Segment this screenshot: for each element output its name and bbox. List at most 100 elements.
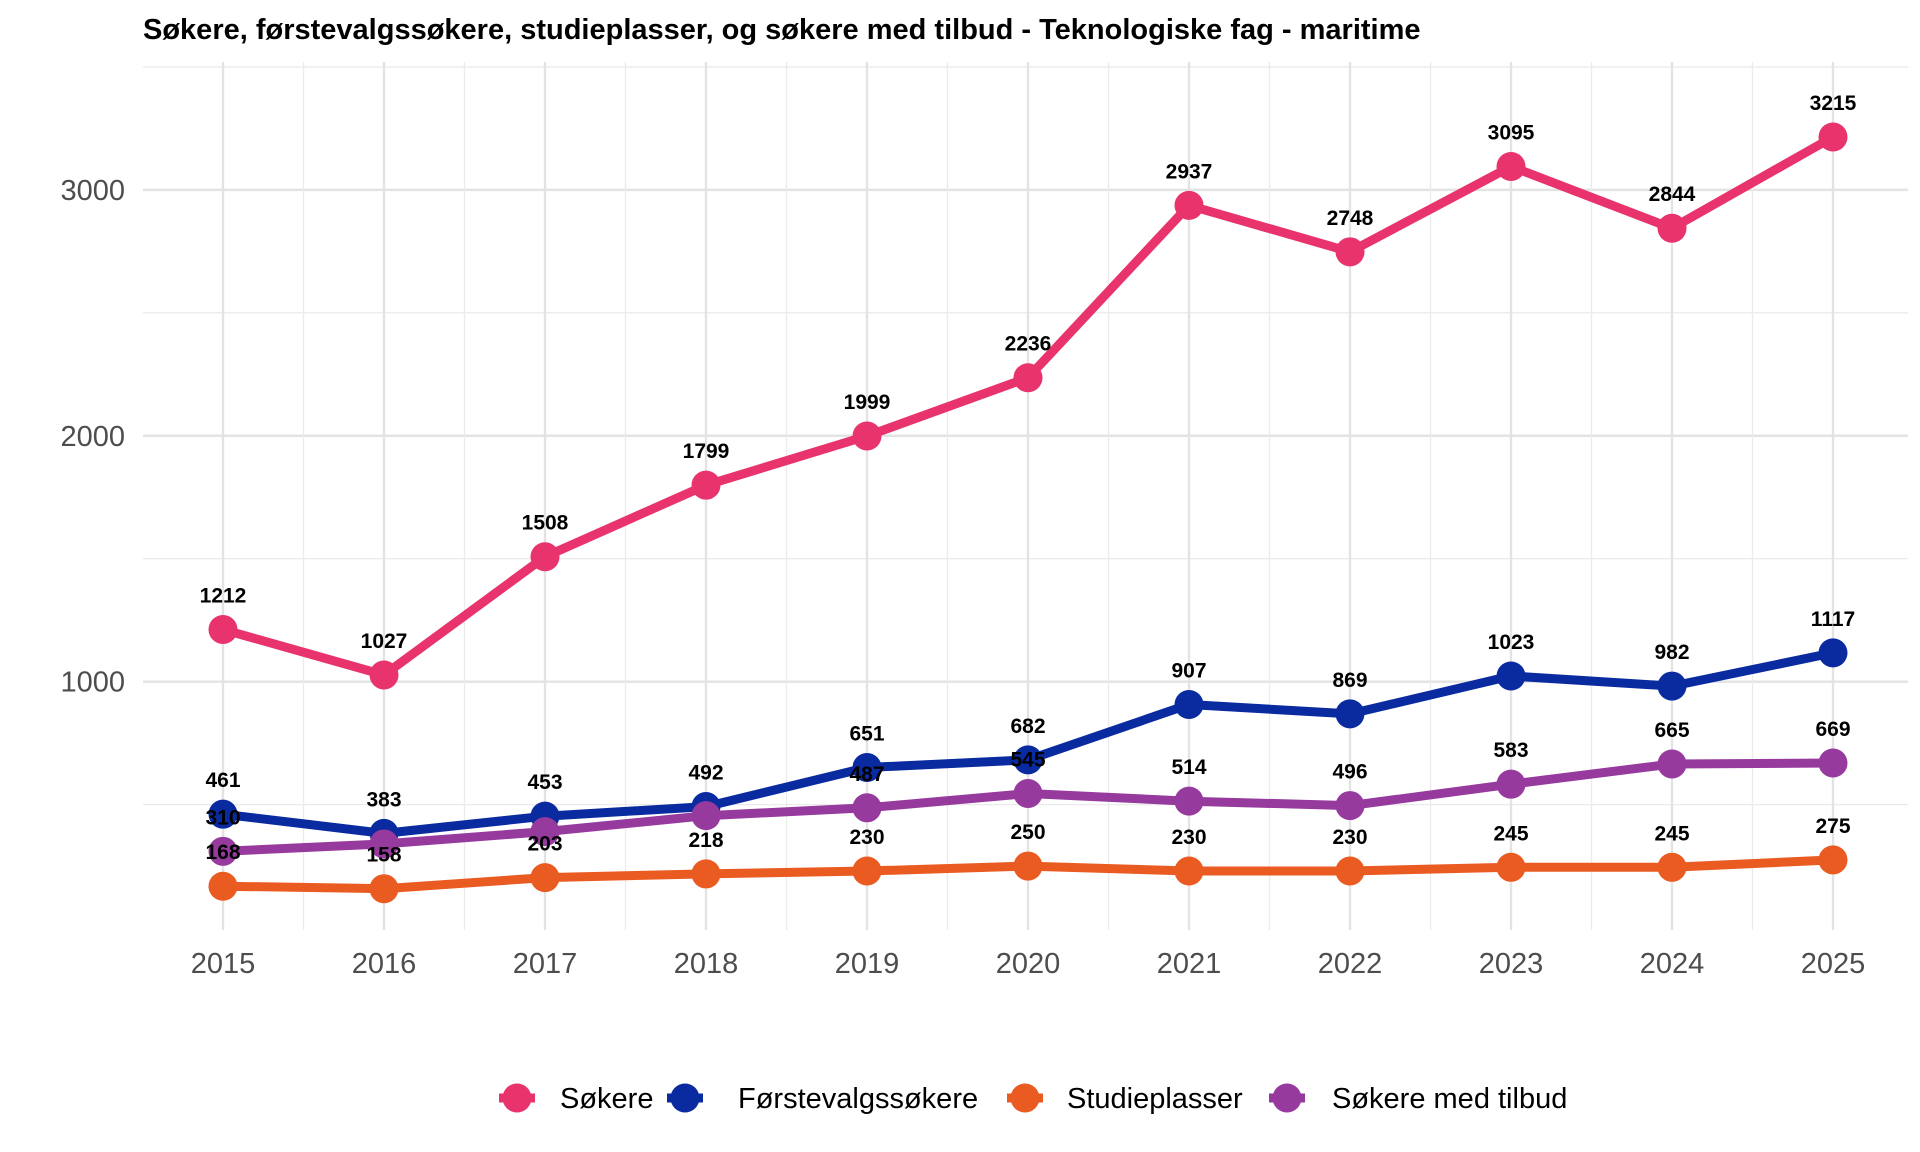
legend-swatch-point	[670, 1083, 700, 1113]
data-point	[1818, 845, 1848, 875]
x-tick-label: 2019	[835, 948, 900, 980]
data-label: 230	[849, 826, 884, 849]
data-point	[1335, 699, 1365, 729]
data-point	[530, 817, 560, 847]
chart-title: Søkere, førstevalgssøkere, studieplasser…	[143, 14, 1421, 46]
data-point	[1013, 745, 1043, 775]
y-tick-label: 2000	[60, 421, 125, 453]
x-tick-label: 2016	[352, 948, 417, 980]
data-label: 3095	[1488, 122, 1535, 145]
data-point	[1013, 851, 1043, 881]
data-label: 245	[1493, 822, 1528, 845]
data-label: 514	[1171, 756, 1206, 779]
data-point	[852, 793, 882, 823]
x-tick-label: 2021	[1157, 948, 1222, 980]
data-point	[1657, 671, 1687, 701]
x-tick-label: 2018	[674, 948, 739, 980]
data-label: 230	[1171, 826, 1206, 849]
data-point	[530, 863, 560, 893]
data-label: 487	[849, 763, 884, 786]
data-label: 907	[1171, 660, 1206, 683]
data-label: 203	[527, 833, 562, 856]
data-point	[1496, 769, 1526, 799]
data-label: 651	[849, 722, 884, 745]
data-label: 665	[1654, 719, 1689, 742]
data-point	[1818, 122, 1848, 152]
data-point	[1174, 690, 1204, 720]
data-label: 250	[1010, 821, 1045, 844]
legend-swatch-point	[1272, 1083, 1302, 1113]
data-point	[1335, 237, 1365, 267]
legend-label: Studieplasser	[1067, 1083, 1243, 1115]
data-label: 496	[1332, 761, 1367, 784]
data-point	[1657, 852, 1687, 882]
data-point	[1335, 856, 1365, 886]
data-label: 2748	[1327, 207, 1374, 230]
data-label: 168	[205, 841, 240, 864]
data-point	[208, 799, 238, 829]
data-label: 1999	[844, 391, 891, 414]
x-tick-label: 2022	[1318, 948, 1383, 980]
data-point	[208, 615, 238, 645]
data-point	[1496, 852, 1526, 882]
data-label: 383	[366, 788, 401, 811]
data-point	[691, 470, 721, 500]
legend-item[interactable]: Førstevalgssøkere	[667, 1083, 978, 1115]
data-point	[369, 660, 399, 690]
data-label: 982	[1654, 641, 1689, 664]
data-point	[1818, 748, 1848, 778]
legend-label: Førstevalgssøkere	[738, 1083, 978, 1115]
x-tick-label: 2023	[1479, 948, 1544, 980]
data-label: 2937	[1166, 160, 1213, 183]
data-label: 1023	[1488, 631, 1535, 654]
data-label: 682	[1010, 715, 1045, 738]
data-label: 869	[1332, 669, 1367, 692]
data-point	[1657, 749, 1687, 779]
data-point	[208, 871, 238, 901]
data-point	[369, 874, 399, 904]
legend-label: Søkere	[560, 1083, 653, 1115]
data-point	[208, 836, 238, 866]
data-label: 1117	[1811, 608, 1855, 631]
y-tick-label: 1000	[60, 667, 125, 699]
data-point	[1174, 856, 1204, 886]
data-label: 275	[1815, 815, 1850, 838]
legend: Søkere Førstevalgssøkere Studieplasser Søke…	[499, 1083, 1567, 1115]
legend-item[interactable]: Søkere	[499, 1083, 653, 1115]
data-point	[691, 859, 721, 889]
data-label: 1508	[522, 512, 569, 535]
data-point	[852, 856, 882, 886]
data-point	[1335, 791, 1365, 821]
data-point	[852, 421, 882, 451]
x-tick-label: 2015	[191, 948, 256, 980]
data-label: 1212	[200, 585, 247, 608]
data-label: 492	[688, 762, 723, 785]
data-point	[369, 829, 399, 859]
data-point	[1818, 638, 1848, 668]
data-label: 158	[366, 844, 401, 867]
data-point	[1174, 786, 1204, 816]
data-point	[1174, 190, 1204, 220]
data-point	[1657, 213, 1687, 243]
x-tick-label: 2020	[996, 948, 1061, 980]
data-point	[1496, 661, 1526, 691]
data-label: 230	[1332, 826, 1367, 849]
data-point	[1013, 779, 1043, 809]
data-label: 545	[1010, 749, 1045, 772]
data-point	[1496, 152, 1526, 182]
data-point	[1013, 363, 1043, 393]
data-label: 583	[1493, 739, 1528, 762]
data-label: 2844	[1649, 183, 1696, 206]
legend-label: Søkere med tilbud	[1332, 1083, 1567, 1115]
x-tick-label: 2024	[1640, 948, 1705, 980]
legend-swatch-point	[1010, 1083, 1040, 1113]
data-label: 1799	[683, 440, 730, 463]
data-label: 3215	[1810, 92, 1857, 115]
x-tick-label: 2017	[513, 948, 578, 980]
legend-item[interactable]: Søkere med tilbud	[1269, 1083, 1567, 1115]
data-label: 218	[688, 829, 723, 852]
legend-item[interactable]: Studieplasser	[1007, 1083, 1243, 1115]
data-label: 245	[1654, 822, 1689, 845]
